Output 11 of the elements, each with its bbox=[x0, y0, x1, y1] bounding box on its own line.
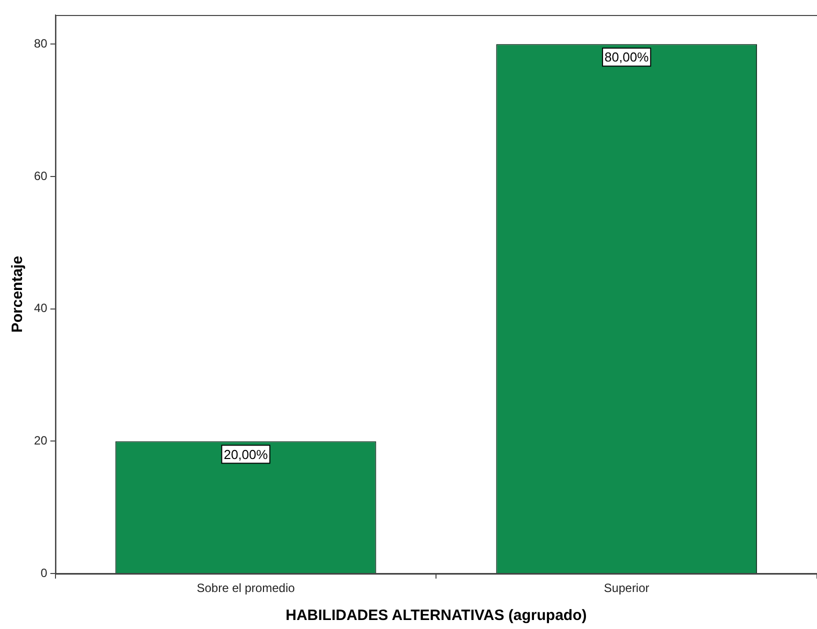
y-tick-label: 20 bbox=[34, 434, 48, 448]
x-axis-title: HABILIDADES ALTERNATIVAS (agrupado) bbox=[286, 607, 587, 624]
y-tick-label: 0 bbox=[40, 566, 48, 580]
y-axis-title: Porcentaje bbox=[9, 256, 26, 333]
x-tick-label: Superior bbox=[604, 581, 650, 596]
y-tick-label: 60 bbox=[34, 168, 48, 183]
y-tick-label: 40 bbox=[34, 301, 48, 316]
data-label: 80,00% bbox=[604, 50, 650, 65]
y-tick-label: 80 bbox=[34, 36, 48, 50]
x-tick-label: Sobre el promedio bbox=[196, 581, 296, 596]
data-label: 20,00% bbox=[224, 446, 268, 462]
